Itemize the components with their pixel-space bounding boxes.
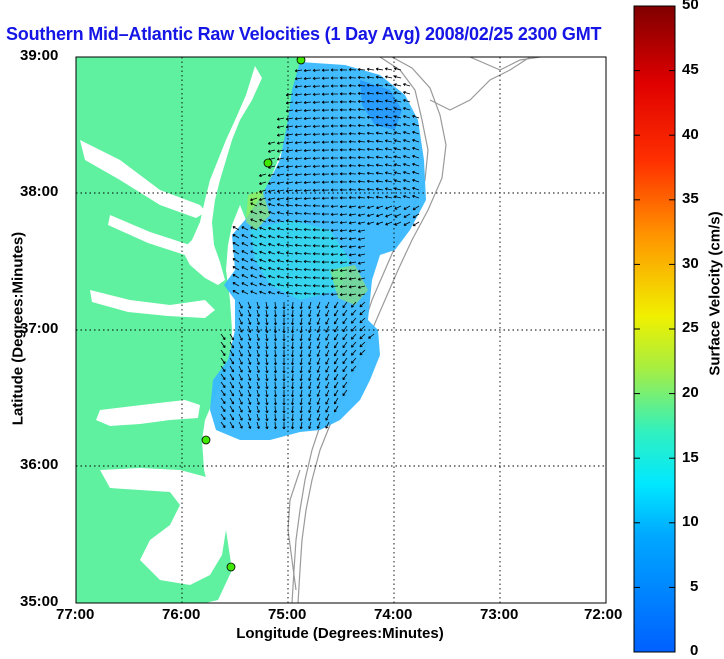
radar-station-marker: [226, 562, 236, 572]
colorbar: [633, 5, 676, 653]
radar-station-marker: [263, 158, 273, 168]
rappahannock-river: [108, 215, 196, 256]
radar-station-marker: [296, 57, 306, 65]
pamlico-sound: [100, 468, 226, 585]
velocity-vectors: [220, 67, 420, 430]
colorbar-tick-label: 45: [682, 61, 699, 78]
colorbar-tick-label: 40: [682, 126, 699, 143]
chesapeake-bay: [182, 66, 262, 285]
grid-lines: [76, 57, 606, 603]
lon-tick-label: 75:00: [268, 606, 307, 623]
lat-tick-label: 37:00: [20, 320, 59, 337]
lat-tick-label: 39:00: [20, 47, 59, 64]
lat-tick-label: 36:00: [20, 456, 59, 473]
radar-stations: [201, 57, 306, 572]
velocity-arrow-field: [220, 67, 420, 430]
lon-tick-label: 76:00: [162, 606, 201, 623]
chart-title: Southern Mid–Atlantic Raw Velocities (1 …: [6, 24, 602, 44]
colorbar-label: Surface Velocity (cm/s): [706, 211, 724, 376]
lat-tick-label: 35:00: [20, 593, 59, 610]
colorbar-tick-label: 10: [682, 513, 699, 530]
colorbar-tick-label: 50: [682, 0, 699, 13]
colorbar-tick-label: 35: [682, 190, 699, 207]
colorbar-tick-label: 20: [682, 384, 699, 401]
land-delmarva: [240, 57, 300, 220]
x-axis-label: Longitude (Degrees:Minutes): [236, 625, 444, 642]
lon-tick-label: 72:00: [584, 606, 623, 623]
potomac-river: [80, 140, 206, 218]
radar-station-marker: [201, 435, 211, 445]
lon-tick-label: 77:00: [56, 606, 95, 623]
colorbar-tick-label: 30: [682, 255, 699, 272]
colorbar-tick-label: 15: [682, 449, 699, 466]
james-river: [90, 290, 215, 318]
colorbar-tick-label: 5: [690, 578, 699, 595]
lat-tick-label: 38:00: [20, 183, 59, 200]
velocity-mid: [250, 220, 350, 300]
colorbar-tick-label: 25: [682, 319, 699, 336]
albemarle-sound: [96, 400, 200, 426]
plot-frame: [75, 56, 607, 604]
lon-tick-label: 74:00: [374, 606, 413, 623]
lon-tick-label: 73:00: [480, 606, 519, 623]
colorbar-ticks: [634, 5, 675, 588]
colorbar-tick-label: 0: [690, 642, 699, 659]
y-axis-label: Latitude (Degrees:Minutes): [9, 231, 27, 426]
